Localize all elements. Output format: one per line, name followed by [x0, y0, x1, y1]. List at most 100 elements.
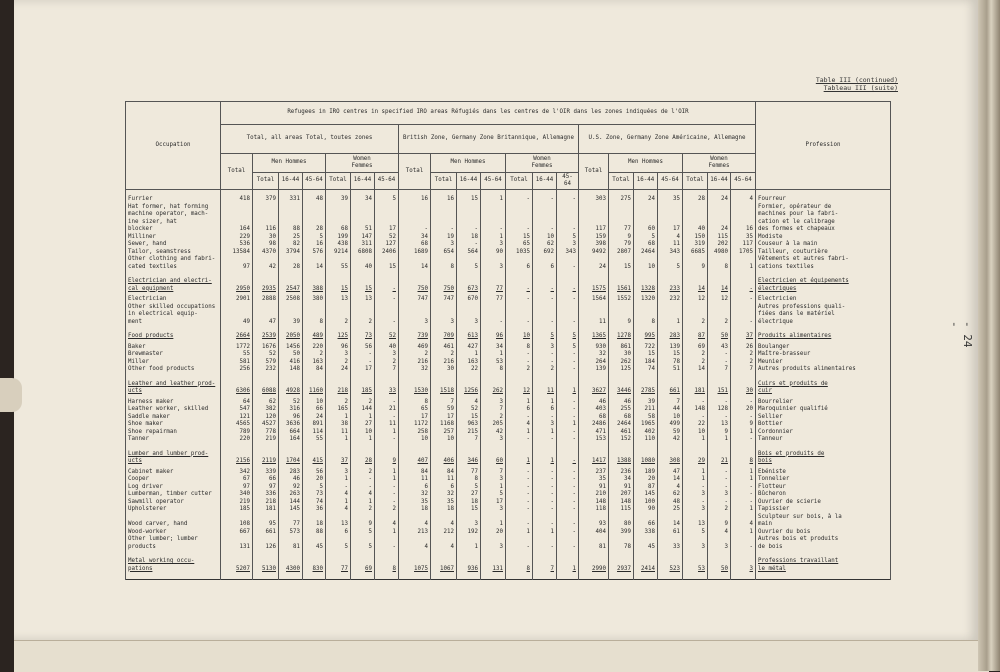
value-cell: 60 — [480, 443, 506, 469]
value-cell: 128 — [707, 406, 731, 414]
occupation-header: Occupation — [125, 101, 221, 190]
occupation-cell: Tailor, seamstress — [125, 248, 221, 256]
occupation-cell: Shoe repairman — [125, 428, 221, 436]
value-cell: 3 — [398, 303, 431, 326]
binding-tab — [0, 378, 22, 412]
value-cell: 68 — [325, 203, 351, 234]
value-cell: - — [556, 203, 579, 234]
value-cell: 2 — [350, 468, 375, 476]
value-cell: 6 — [505, 256, 533, 271]
value-cell: - — [556, 498, 579, 506]
value-cell: 21 — [707, 443, 731, 469]
value-cell: 1 — [730, 428, 756, 436]
age-group-header: Total — [608, 172, 634, 190]
value-cell: 1530 — [398, 373, 431, 399]
value-cell: 7 — [707, 366, 731, 374]
value-cell: 108 — [220, 513, 253, 529]
value-cell: 9492 — [578, 248, 609, 256]
value-cell: 9214 — [325, 248, 351, 256]
table-row: Other food products 256 232 148 84 24 17 7 32 30 2… — [125, 366, 891, 374]
value-cell: 79 — [608, 241, 634, 249]
value-cell: 78 — [657, 358, 683, 366]
value-cell: 73 — [302, 491, 326, 499]
value-cell: 262 — [480, 373, 506, 399]
value-cell: - — [456, 241, 481, 249]
value-cell: 661 — [252, 528, 279, 536]
age-group-header: Total — [252, 172, 279, 190]
value-cell: - — [374, 303, 399, 326]
value-cell: 68 — [578, 413, 609, 421]
occupation-cell: Other clothing and fabri- cated textiles — [125, 256, 221, 271]
profession-cell: Ouvrier de scierie — [755, 498, 891, 506]
value-cell: - — [480, 303, 506, 326]
value-cell: - — [350, 351, 375, 359]
value-cell: 117 — [578, 203, 609, 234]
value-cell: - — [374, 398, 399, 406]
value-cell: - — [532, 483, 557, 491]
value-cell: - — [556, 483, 579, 491]
value-cell: 96 — [480, 326, 506, 344]
value-cell: 96 — [278, 413, 303, 421]
value-cell: 3 — [480, 398, 506, 406]
total-header: Total — [578, 153, 609, 190]
men-header: Men Hommes — [252, 153, 326, 173]
table-row: Wood-worker 667 661 573 88 6 5 1 213 212 192 20 1 1-4… — [125, 528, 891, 536]
value-cell: 95 — [252, 513, 279, 529]
value-cell: 34 — [350, 189, 375, 204]
value-cell: 308 — [657, 443, 683, 469]
value-cell: 311 — [350, 241, 375, 249]
value-cell: 21 — [374, 406, 399, 414]
value-cell: 379 — [252, 189, 279, 204]
value-cell: 573 — [278, 528, 303, 536]
value-cell: 4 — [350, 491, 375, 499]
value-cell: 661 — [657, 373, 683, 399]
age-group-header: 16-44 — [633, 172, 658, 190]
value-cell: 2 — [350, 506, 375, 514]
occupation-cell: Hat former, hat forming machine operator… — [125, 203, 221, 234]
value-cell: 212 — [430, 528, 457, 536]
value-cell: 1 — [480, 483, 506, 491]
age-group-header: 45-64 — [480, 172, 506, 190]
value-cell: 56 — [302, 468, 326, 476]
value-cell: 382 — [252, 406, 279, 414]
value-cell: 14 — [302, 256, 326, 271]
value-cell: 1 — [325, 476, 351, 484]
value-cell: 93 — [578, 513, 609, 529]
value-cell: 2807 — [608, 248, 634, 256]
table-row: Electrician 2901 2888 2508 380 13 13-747 747 670… — [125, 296, 891, 304]
value-cell: 256 — [220, 366, 253, 374]
table-row: Cabinet maker 342 339 283 56 3 2 1 84 84 77 7- - -237… — [125, 468, 891, 476]
value-cell: 264 — [578, 358, 609, 366]
value-cell: 275 — [608, 189, 634, 204]
value-cell: 380 — [302, 296, 326, 304]
value-cell: 127 — [374, 241, 399, 249]
value-cell: 1256 — [456, 373, 481, 399]
value-cell: 1 — [682, 476, 708, 484]
value-cell: 15 — [325, 271, 351, 296]
value-cell: 576 — [302, 248, 326, 256]
value-cell: 87 — [682, 326, 708, 344]
value-cell: 6088 — [252, 373, 279, 399]
value-cell: 2 — [730, 351, 756, 359]
profession-cell: Tanneur — [755, 436, 891, 444]
table-row: Shoe maker 4565 4527 3636 891 38 27 11 1172 1168 9… — [125, 421, 891, 429]
value-cell: - — [556, 358, 579, 366]
value-cell: 11 — [398, 476, 431, 484]
value-cell: 69 — [682, 343, 708, 351]
value-cell: 2888 — [252, 296, 279, 304]
value-cell: 38 — [325, 421, 351, 429]
value-cell: 5 — [350, 528, 375, 536]
value-cell: 84 — [302, 366, 326, 374]
value-cell: 3 — [480, 476, 506, 484]
occupation-cell: Leather and leather prod- ucts — [125, 373, 221, 399]
value-cell: 1365 — [578, 326, 609, 344]
value-cell: 399 — [608, 528, 634, 536]
value-cell: - — [374, 271, 399, 296]
value-cell: - — [556, 413, 579, 421]
value-cell: 2 — [302, 351, 326, 359]
value-cell: 2 — [505, 366, 533, 374]
value-cell: 1 — [707, 436, 731, 444]
occupation-cell: Wood carver, hand — [125, 513, 221, 529]
value-cell: 418 — [220, 189, 253, 204]
value-cell: 150 — [682, 233, 708, 241]
